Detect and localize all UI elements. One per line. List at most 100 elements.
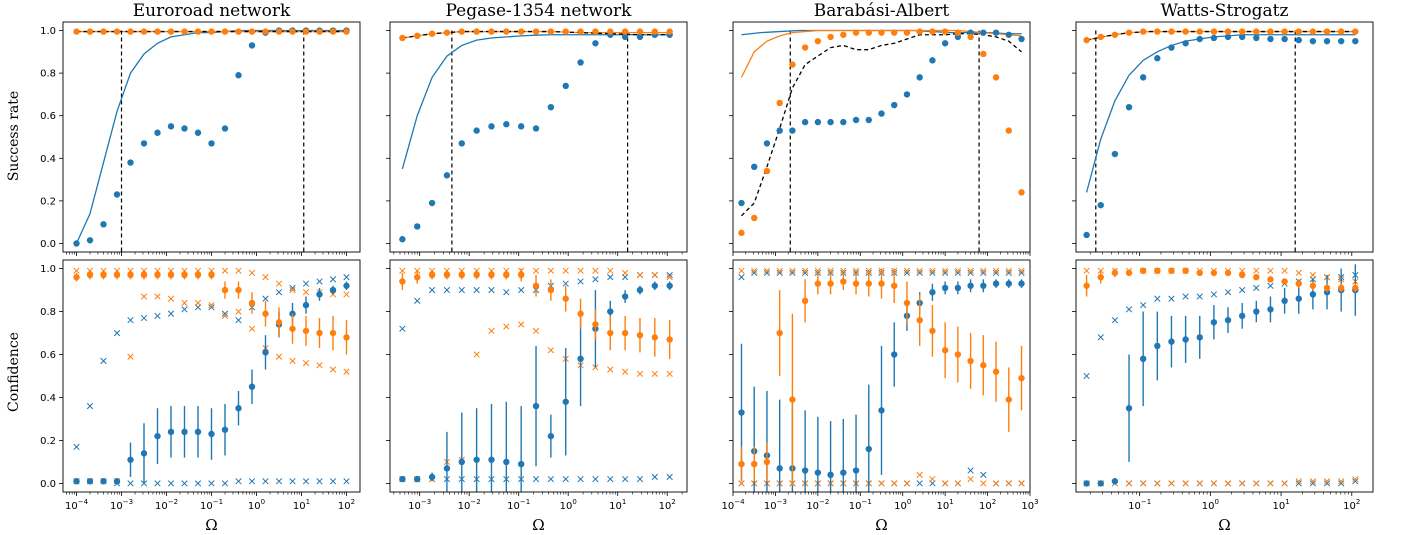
cross-stroke (621, 368, 629, 375)
cross-stroke (329, 366, 337, 373)
blue-cross-lower (666, 473, 673, 481)
cross-stroke (488, 327, 495, 335)
cross-stroke (208, 480, 215, 487)
orange-cross-lower (1018, 480, 1025, 487)
orange-cross-lower (1338, 478, 1345, 485)
orange-cross-lower (208, 301, 215, 309)
plot-area (73, 27, 350, 252)
orange-cross-lower (980, 480, 987, 487)
blue-point (865, 116, 872, 124)
axes-frame (732, 259, 1031, 493)
blue-cross-upper (992, 269, 1000, 277)
cross-stroke (289, 357, 296, 365)
orange-mean-point (532, 282, 540, 289)
xtick-label: 10−4 (721, 498, 745, 512)
cross-stroke (562, 280, 569, 287)
panel-title: Euroroad network (133, 1, 291, 21)
blue-cross-upper (1168, 295, 1175, 302)
orange-point (992, 74, 1000, 81)
orange-cross-lower (503, 323, 510, 330)
blue-cross-lower (577, 475, 584, 483)
orange-point (1352, 28, 1359, 35)
xtick-exponent: −1 (213, 498, 223, 506)
orange-point (503, 28, 510, 35)
blue-mean-point (607, 308, 614, 315)
blue-point (428, 199, 436, 207)
ytick-label: 0.2 (40, 436, 56, 447)
blue-mean-point (248, 383, 256, 390)
orange-point (967, 33, 974, 41)
blue-cross-upper (1253, 284, 1260, 292)
axes-frame (389, 259, 688, 493)
xtick-base: 10 (560, 501, 573, 512)
orange-mean-point (1238, 271, 1246, 279)
orange-cross-upper (636, 271, 644, 279)
orange-point (865, 29, 872, 36)
orange-cross-lower (916, 471, 923, 478)
cross-stroke (789, 269, 796, 277)
cross-stroke (221, 480, 229, 487)
blue-cross-upper (428, 286, 436, 294)
cross-stroke (651, 271, 658, 279)
orange-cross-lower (636, 370, 644, 378)
orange-mean-point (751, 460, 758, 468)
blue-cross-lower (532, 475, 540, 483)
cross-stroke (1253, 267, 1260, 274)
blue-mean-point (1295, 295, 1302, 302)
orange-mean-point (763, 458, 771, 466)
orange-mean-point (891, 282, 898, 289)
blue-mean-point (473, 456, 480, 463)
cross-stroke (208, 301, 215, 309)
blue-cross-upper (518, 286, 525, 294)
blue-point (181, 125, 188, 132)
blue-mean-point (814, 469, 822, 476)
blue-point (1154, 55, 1161, 62)
orange-cross-upper (262, 274, 269, 281)
blue-point (941, 40, 949, 47)
blue-mean-point (1309, 291, 1317, 298)
blue-mean-point (577, 355, 584, 363)
orange-point (1111, 31, 1119, 38)
orange-mean-point (916, 316, 923, 324)
blue-point (167, 123, 175, 130)
orange-mean-point (666, 336, 673, 343)
orange-point (827, 33, 834, 41)
blue-cross-upper (801, 269, 809, 277)
orange-mean-point (517, 271, 525, 279)
panel-title: Watts-Strogatz (1161, 1, 1289, 21)
orange-point (1224, 28, 1232, 35)
cross-stroke (789, 267, 796, 274)
orange-cross-lower (316, 362, 323, 369)
blue-point (636, 33, 644, 41)
orange-mean-point (577, 310, 584, 317)
cross-stroke (503, 323, 510, 330)
blue-point (592, 40, 599, 47)
orange-mean-point (181, 271, 188, 279)
cross-stroke (776, 269, 783, 277)
orange-mean-point (738, 460, 745, 468)
blue-point (221, 125, 229, 132)
orange-cross-upper (343, 291, 350, 298)
cross-stroke (751, 267, 758, 274)
cross-stroke (852, 267, 860, 274)
xtick-exponent: 1 (306, 498, 310, 506)
cross-stroke (607, 267, 614, 274)
orange-point (789, 61, 796, 68)
blue-mean-point (127, 456, 134, 463)
cross-stroke (458, 286, 465, 294)
orange-mean-point (414, 273, 421, 281)
orange-point (738, 229, 745, 237)
blue-mean-point (208, 430, 215, 438)
cross-stroke (473, 351, 480, 358)
xtick-label: 10−1 (200, 498, 223, 512)
orange-cross-lower (1210, 480, 1218, 487)
orange-cross-lower (1267, 480, 1274, 487)
orange-point (235, 28, 242, 35)
orange-mean-point (980, 362, 987, 369)
cross-stroke (167, 480, 175, 487)
blue-mean-point (865, 445, 872, 453)
blue-cross-upper (1097, 334, 1104, 341)
xtick-exponent: −3 (421, 498, 431, 506)
cross-stroke (929, 475, 936, 483)
cross-stroke (666, 271, 673, 279)
